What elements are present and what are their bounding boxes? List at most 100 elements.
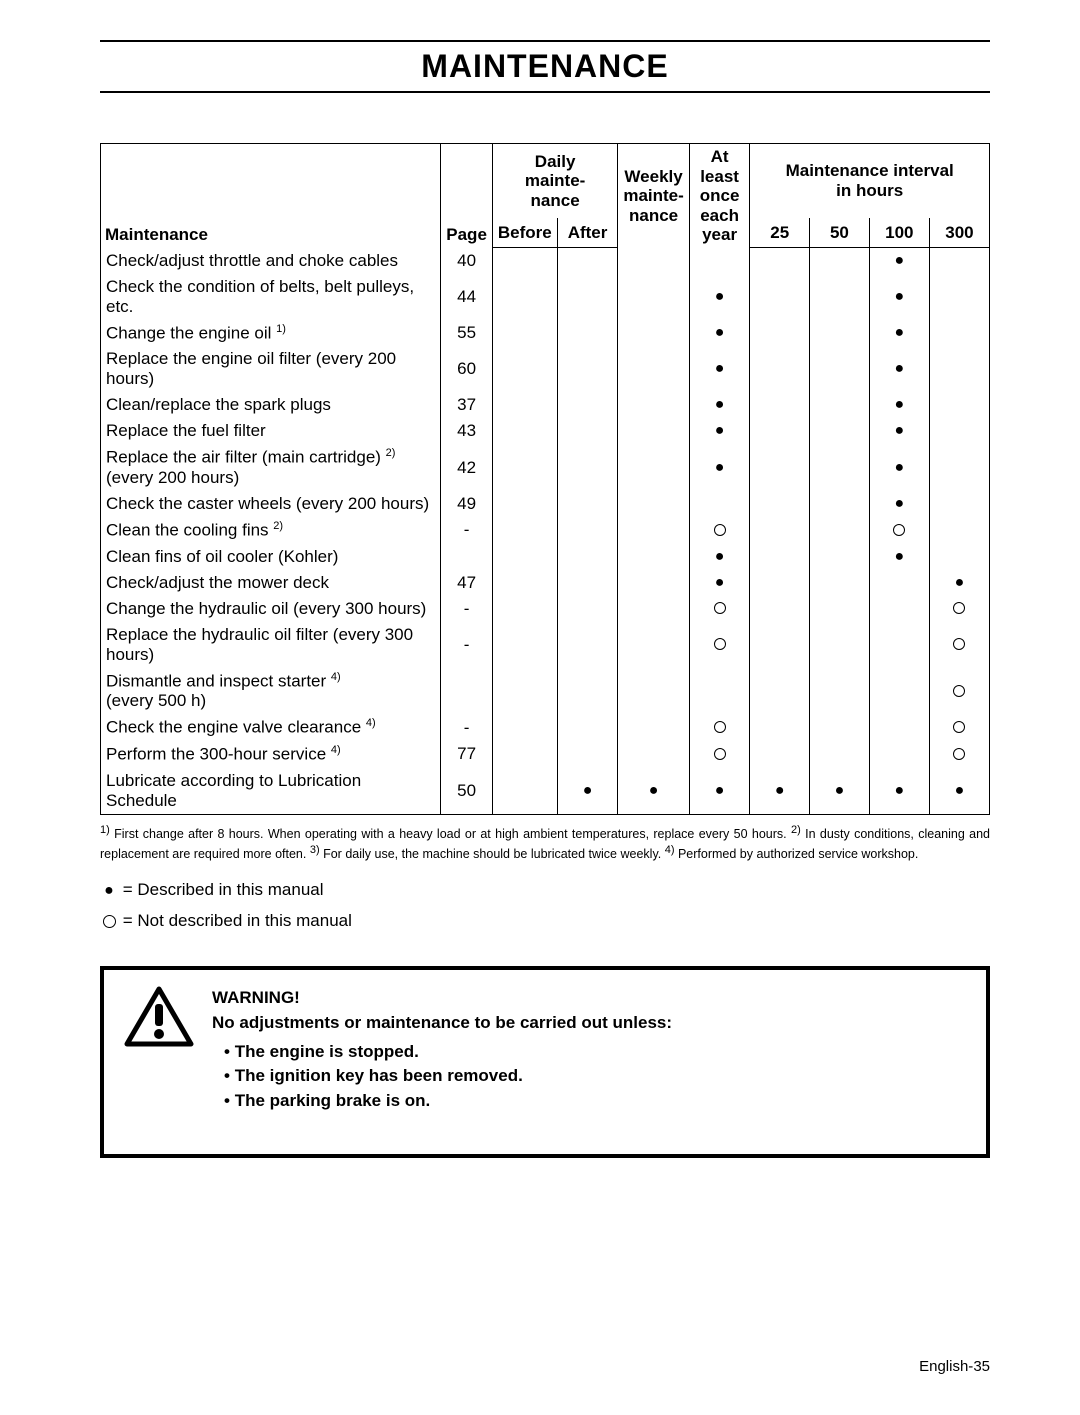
mark-cell (618, 714, 689, 741)
mark-cell (492, 320, 557, 347)
warning-icon (124, 986, 194, 1048)
task-cell: Clean the cooling fins 2) (101, 517, 441, 544)
mark-cell (689, 248, 750, 274)
mark-cell (869, 596, 929, 622)
task-cell: Replace the engine oil filter (every 200… (101, 346, 441, 392)
task-cell: Perform the 300-hour service 4) (101, 741, 441, 768)
table-row: Check/adjust the mower deck47●● (101, 570, 990, 596)
mark-cell (750, 418, 810, 444)
mark-cell: ● (618, 768, 689, 815)
mark-cell (869, 668, 929, 715)
mark-cell (929, 248, 989, 274)
mark-cell (689, 596, 750, 622)
mark-cell (750, 570, 810, 596)
mark-cell (750, 346, 810, 392)
table-row: Replace the hydraulic oil filter (every … (101, 622, 990, 668)
footnotes: 1) First change after 8 hours. When oper… (100, 823, 990, 863)
warning-title: WARNING! (212, 986, 672, 1011)
table-row: Replace the air filter (main cartridge) … (101, 444, 990, 491)
mark-cell (750, 622, 810, 668)
mark-cell (557, 320, 618, 347)
header-100: 100 (869, 218, 929, 248)
legend-open: = Not described in this manual (123, 911, 352, 930)
task-cell: Check the caster wheels (every 200 hours… (101, 491, 441, 517)
warning-item: The ignition key has been removed. (224, 1064, 672, 1089)
mark-cell (492, 248, 557, 274)
mark-cell (810, 570, 870, 596)
mark-cell (492, 418, 557, 444)
mark-cell (557, 274, 618, 320)
mark-cell: ● (557, 768, 618, 815)
mark-cell (750, 444, 810, 491)
task-cell: Clean/replace the spark plugs (101, 392, 441, 418)
mark-cell (557, 622, 618, 668)
mark-cell (492, 622, 557, 668)
page-cell: - (441, 517, 493, 544)
mark-cell (810, 248, 870, 274)
task-cell: Dismantle and inspect starter 4)(every 5… (101, 668, 441, 715)
mark-cell (810, 274, 870, 320)
mark-cell (557, 517, 618, 544)
mark-cell (689, 714, 750, 741)
mark-cell (929, 274, 989, 320)
page: MAINTENANCE Maintenance Page Dailymainte… (0, 0, 1080, 1415)
page-cell (441, 544, 493, 570)
page-title: MAINTENANCE (100, 48, 990, 85)
page-cell: - (441, 714, 493, 741)
mark-cell (929, 320, 989, 347)
mark-cell (750, 517, 810, 544)
table-row: Dismantle and inspect starter 4)(every 5… (101, 668, 990, 715)
mark-cell: ● (689, 544, 750, 570)
page-cell (441, 668, 493, 715)
filled-dot-icon: ● (100, 877, 118, 906)
mark-cell (689, 517, 750, 544)
mark-cell (869, 517, 929, 544)
task-cell: Check the condition of belts, belt pulle… (101, 274, 441, 320)
task-cell: Replace the hydraulic oil filter (every … (101, 622, 441, 668)
mark-cell (618, 741, 689, 768)
mark-cell (929, 544, 989, 570)
mark-cell (492, 517, 557, 544)
mark-cell (750, 320, 810, 347)
mark-cell (689, 491, 750, 517)
mark-cell (750, 741, 810, 768)
mark-cell: ● (869, 248, 929, 274)
header-daily: Dailymainte-nance (492, 144, 617, 218)
page-cell: - (441, 622, 493, 668)
page-cell: 77 (441, 741, 493, 768)
under-rule (100, 91, 990, 93)
mark-cell (810, 714, 870, 741)
mark-cell (618, 668, 689, 715)
page-number: English-35 (100, 1358, 990, 1375)
mark-cell (689, 622, 750, 668)
mark-cell (810, 741, 870, 768)
mark-cell (750, 668, 810, 715)
mark-cell (810, 596, 870, 622)
mark-cell (810, 320, 870, 347)
mark-cell: ● (750, 768, 810, 815)
mark-cell (618, 346, 689, 392)
task-cell: Change the engine oil 1) (101, 320, 441, 347)
mark-cell (618, 320, 689, 347)
mark-cell (618, 392, 689, 418)
task-cell: Check/adjust throttle and choke cables (101, 248, 441, 274)
mark-cell: ● (689, 274, 750, 320)
mark-cell: ● (869, 274, 929, 320)
mark-cell (557, 570, 618, 596)
table-row: Lubricate according to Lubrication Sched… (101, 768, 990, 815)
mark-cell (929, 714, 989, 741)
mark-cell (557, 444, 618, 491)
table-row: Clean/replace the spark plugs37●● (101, 392, 990, 418)
mark-cell (618, 596, 689, 622)
task-cell: Lubricate according to Lubrication Sched… (101, 768, 441, 815)
mark-cell (750, 714, 810, 741)
mark-cell (557, 596, 618, 622)
page-cell: - (441, 596, 493, 622)
warning-item: The engine is stopped. (224, 1040, 672, 1065)
mark-cell (869, 570, 929, 596)
mark-cell: ● (869, 768, 929, 815)
mark-cell (492, 544, 557, 570)
mark-cell: ● (689, 392, 750, 418)
warning-lead: No adjustments or maintenance to be carr… (212, 1011, 672, 1036)
mark-cell (689, 668, 750, 715)
